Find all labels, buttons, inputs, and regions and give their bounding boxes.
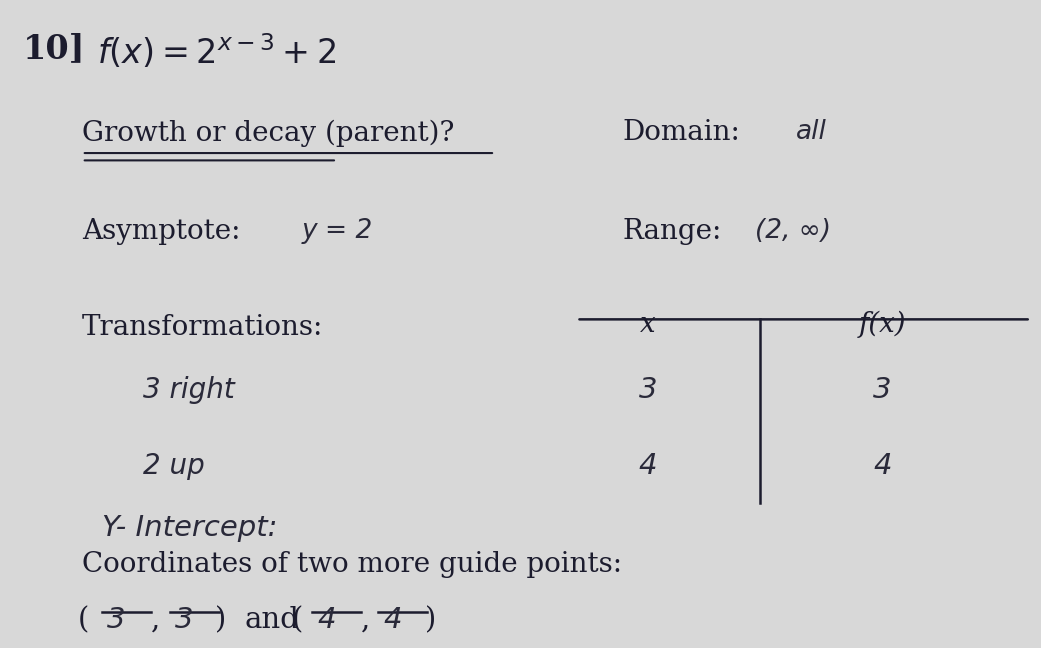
Text: Domain:: Domain: xyxy=(623,119,740,146)
Text: 4: 4 xyxy=(639,452,657,480)
Text: ): ) xyxy=(425,606,436,634)
Text: (: ( xyxy=(291,606,303,634)
Text: (2, ∞): (2, ∞) xyxy=(755,218,831,244)
Text: x: x xyxy=(640,311,656,338)
Text: 3: 3 xyxy=(107,606,126,634)
Text: 10]: 10] xyxy=(23,32,85,65)
Text: Transformations:: Transformations: xyxy=(82,314,323,341)
Text: 3: 3 xyxy=(175,606,194,634)
Text: ,: , xyxy=(151,606,160,634)
Text: ,: , xyxy=(361,606,371,634)
Text: 3: 3 xyxy=(639,376,657,404)
Text: and: and xyxy=(245,606,300,634)
Text: ): ) xyxy=(215,606,227,634)
Text: y = 2: y = 2 xyxy=(301,218,373,244)
Text: Growth or decay (parent)?: Growth or decay (parent)? xyxy=(82,119,454,146)
Text: 4: 4 xyxy=(318,606,336,634)
Text: (: ( xyxy=(78,606,90,634)
Text: 3 right: 3 right xyxy=(143,376,235,404)
Text: 4: 4 xyxy=(383,606,402,634)
Text: 2 up: 2 up xyxy=(143,452,205,480)
Text: Range:: Range: xyxy=(623,218,721,245)
Text: 4: 4 xyxy=(873,452,892,480)
Text: f(x): f(x) xyxy=(859,311,907,338)
Text: Coordinates of two more guide points:: Coordinates of two more guide points: xyxy=(82,551,621,577)
Text: 3: 3 xyxy=(873,376,892,404)
Text: Y- Intercept:: Y- Intercept: xyxy=(102,514,278,542)
Text: all: all xyxy=(796,119,827,145)
Text: $f(x) = 2^{x-3} + 2$: $f(x) = 2^{x-3} + 2$ xyxy=(97,32,336,71)
Text: Asymptote:: Asymptote: xyxy=(82,218,240,245)
